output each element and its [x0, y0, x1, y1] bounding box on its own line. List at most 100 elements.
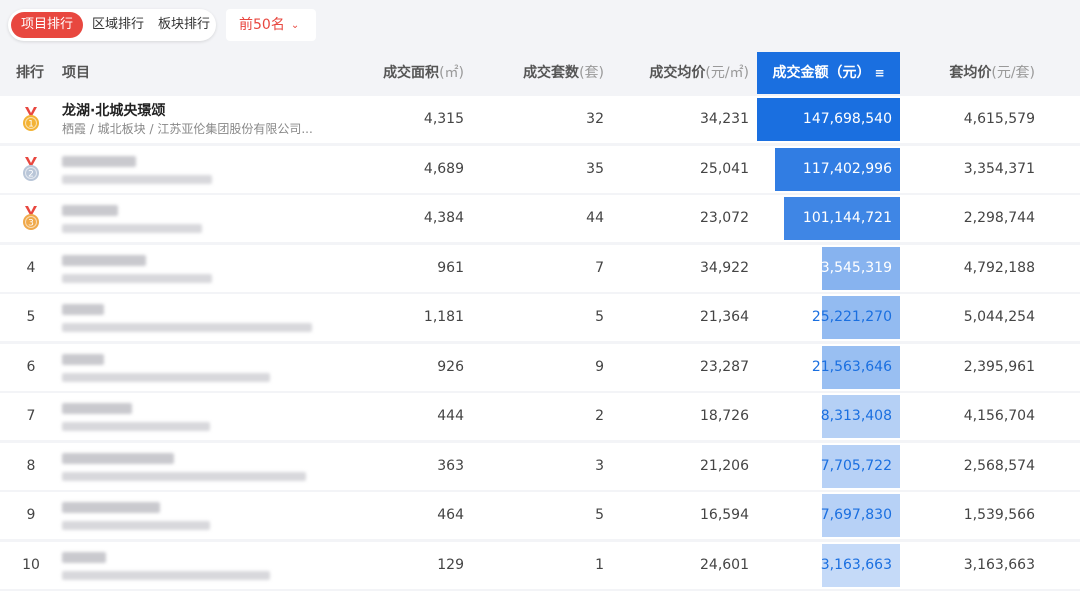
tab-project-ranking[interactable]: 项目排行 — [11, 12, 83, 38]
project-cell[interactable] — [62, 344, 322, 391]
amount-bar: 21,563,646 — [812, 345, 900, 389]
avg-price-cell: 34,922 — [700, 259, 749, 276]
table-row[interactable]: 1 龙湖·北城央璟颂 栖霞 / 城北板块 / 江苏亚伦集团股份有限公司... 4,31… — [0, 96, 1080, 143]
project-subtitle-redacted — [62, 174, 212, 184]
header-project: 项目 — [62, 65, 90, 81]
amount-value: 7,705,722 — [820, 457, 892, 474]
project-cell[interactable] — [62, 146, 322, 193]
area-cell: 464 — [437, 507, 464, 523]
avg-price-cell: 21,364 — [700, 309, 749, 325]
project-name-redacted[interactable] — [62, 304, 104, 315]
project-subtitle-redacted — [62, 224, 202, 233]
table-row[interactable]: 4 961 7 34,922 4,792,188 33,545,319 — [0, 244, 1080, 292]
area-cell: 4,315 — [423, 111, 464, 127]
project-cell[interactable] — [62, 492, 322, 539]
project-name-redacted[interactable] — [62, 155, 136, 167]
project-name-redacted[interactable] — [62, 353, 104, 365]
set-avg-cell: 2,395,961 — [963, 358, 1035, 375]
project-subtitle-redacted — [62, 273, 212, 283]
project-subtitle-redacted — [62, 372, 270, 382]
amount-value: 7,697,830 — [820, 507, 892, 523]
table-row[interactable]: 2 4,689 35 25,041 3,354,371 117,402,996 — [0, 145, 1080, 193]
amount-bar: 147,698,540 — [757, 98, 900, 141]
area-cell: 129 — [437, 556, 464, 573]
amount-bar: 25,221,270 — [812, 296, 900, 339]
sets-cell: 5 — [595, 507, 604, 523]
table-row[interactable]: 10 129 1 24,601 3,163,663 3,163,663 — [0, 541, 1080, 589]
project-cell[interactable] — [62, 195, 322, 242]
header-amount[interactable]: 成交金额（元） ≡ — [757, 52, 900, 94]
project-cell[interactable] — [62, 443, 322, 490]
project-name-redacted[interactable] — [62, 254, 146, 266]
table-row[interactable]: 8 363 3 21,206 2,568,574 7,705,722 — [0, 442, 1080, 490]
avg-price-cell: 34,231 — [700, 111, 749, 127]
sets-cell: 3 — [595, 457, 604, 474]
project-subtitle-redacted — [62, 422, 210, 431]
table-header: 排行 项目 成交面积(㎡) 成交套数(套) 成交均价(元/㎡) 成交金额（元） ≡… — [0, 50, 1080, 96]
project-name-redacted[interactable] — [62, 205, 118, 216]
header-area-unit: (㎡) — [439, 65, 464, 81]
header-set-avg-unit: (元/套) — [991, 65, 1035, 81]
header-set-avg-label: 套均价 — [949, 65, 992, 81]
rank-cell: 8 — [26, 457, 36, 474]
set-avg-cell: 5,044,254 — [963, 309, 1035, 325]
set-avg-cell: 2,298,744 — [963, 210, 1035, 226]
project-name-redacted[interactable] — [62, 551, 106, 563]
tab-block-ranking[interactable]: 板块排行 — [157, 17, 210, 32]
avg-price-cell: 21,206 — [700, 457, 749, 474]
medal-rank-label: 2 — [28, 169, 34, 179]
table-row[interactable]: 5 1,181 5 21,364 5,044,254 25,221,270 — [0, 294, 1080, 341]
amount-value: 101,144,721 — [802, 210, 892, 226]
project-subtitle-redacted — [62, 323, 312, 332]
amount-bar: 3,163,663 — [820, 543, 900, 587]
header-amount-label: 成交金额（元） — [772, 65, 871, 81]
avg-price-cell: 23,287 — [700, 358, 749, 375]
tab-region-ranking[interactable]: 区域排行 — [91, 17, 144, 32]
header-avg-price-unit: (元/㎡) — [705, 65, 749, 81]
area-cell: 363 — [437, 457, 464, 474]
avg-price-cell: 18,726 — [700, 408, 749, 424]
sets-cell: 35 — [586, 160, 604, 177]
sort-desc-icon: ≡ — [874, 66, 885, 80]
medal-bronze-icon: 3 — [21, 206, 41, 232]
project-name[interactable]: 龙湖·北城央璟颂 — [62, 103, 166, 119]
sets-cell: 5 — [595, 309, 604, 325]
header-set-avg[interactable]: 套均价(元/套) — [949, 50, 1035, 96]
project-cell[interactable] — [62, 542, 322, 589]
amount-value: 8,313,408 — [820, 408, 892, 424]
amount-value: 33,545,319 — [811, 259, 892, 276]
project-name-redacted[interactable] — [62, 452, 174, 464]
rank-cell: 5 — [26, 309, 36, 325]
set-avg-cell: 4,156,704 — [963, 408, 1035, 424]
set-avg-cell: 4,615,579 — [963, 111, 1035, 127]
table-row[interactable]: 3 4,384 44 23,072 2,298,744 101,144,721 — [0, 195, 1080, 242]
header-sets-label: 成交套数 — [523, 65, 580, 81]
project-cell[interactable] — [62, 393, 322, 440]
set-avg-cell: 3,163,663 — [963, 556, 1035, 573]
avg-price-cell: 16,594 — [700, 507, 749, 523]
sets-cell: 44 — [586, 210, 604, 226]
amount-value: 117,402,996 — [802, 160, 892, 177]
top-n-dropdown[interactable]: 前50名 ⌄ — [226, 9, 316, 41]
header-sets[interactable]: 成交套数(套) — [523, 50, 604, 96]
sets-cell: 32 — [586, 111, 604, 127]
area-cell: 1,181 — [423, 309, 464, 325]
rank-cell: 10 — [22, 556, 40, 573]
amount-value: 25,221,270 — [811, 309, 892, 325]
table-row[interactable]: 6 926 9 23,287 2,395,961 21,563,646 — [0, 343, 1080, 391]
table-row[interactable]: 9 464 5 16,594 1,539,566 7,697,830 — [0, 492, 1080, 539]
project-name-redacted[interactable] — [62, 502, 160, 513]
avg-price-cell: 25,041 — [700, 160, 749, 177]
project-cell[interactable] — [62, 245, 322, 292]
project-cell[interactable] — [62, 294, 322, 341]
header-area[interactable]: 成交面积(㎡) — [383, 50, 464, 96]
rank-cell: 6 — [26, 358, 36, 375]
ranking-tab-group: 项目排行 区域排行 板块排行 — [8, 9, 216, 41]
header-avg-price[interactable]: 成交均价(元/㎡) — [649, 50, 749, 96]
project-name-redacted[interactable] — [62, 403, 132, 414]
project-cell[interactable]: 龙湖·北城央璟颂 栖霞 / 城北板块 / 江苏亚伦集团股份有限公司... — [62, 96, 322, 143]
amount-value: 3,163,663 — [820, 556, 892, 573]
table-row[interactable]: 7 444 2 18,726 4,156,704 8,313,408 — [0, 393, 1080, 440]
project-subtitle-redacted — [62, 570, 270, 580]
area-cell: 961 — [437, 259, 464, 276]
